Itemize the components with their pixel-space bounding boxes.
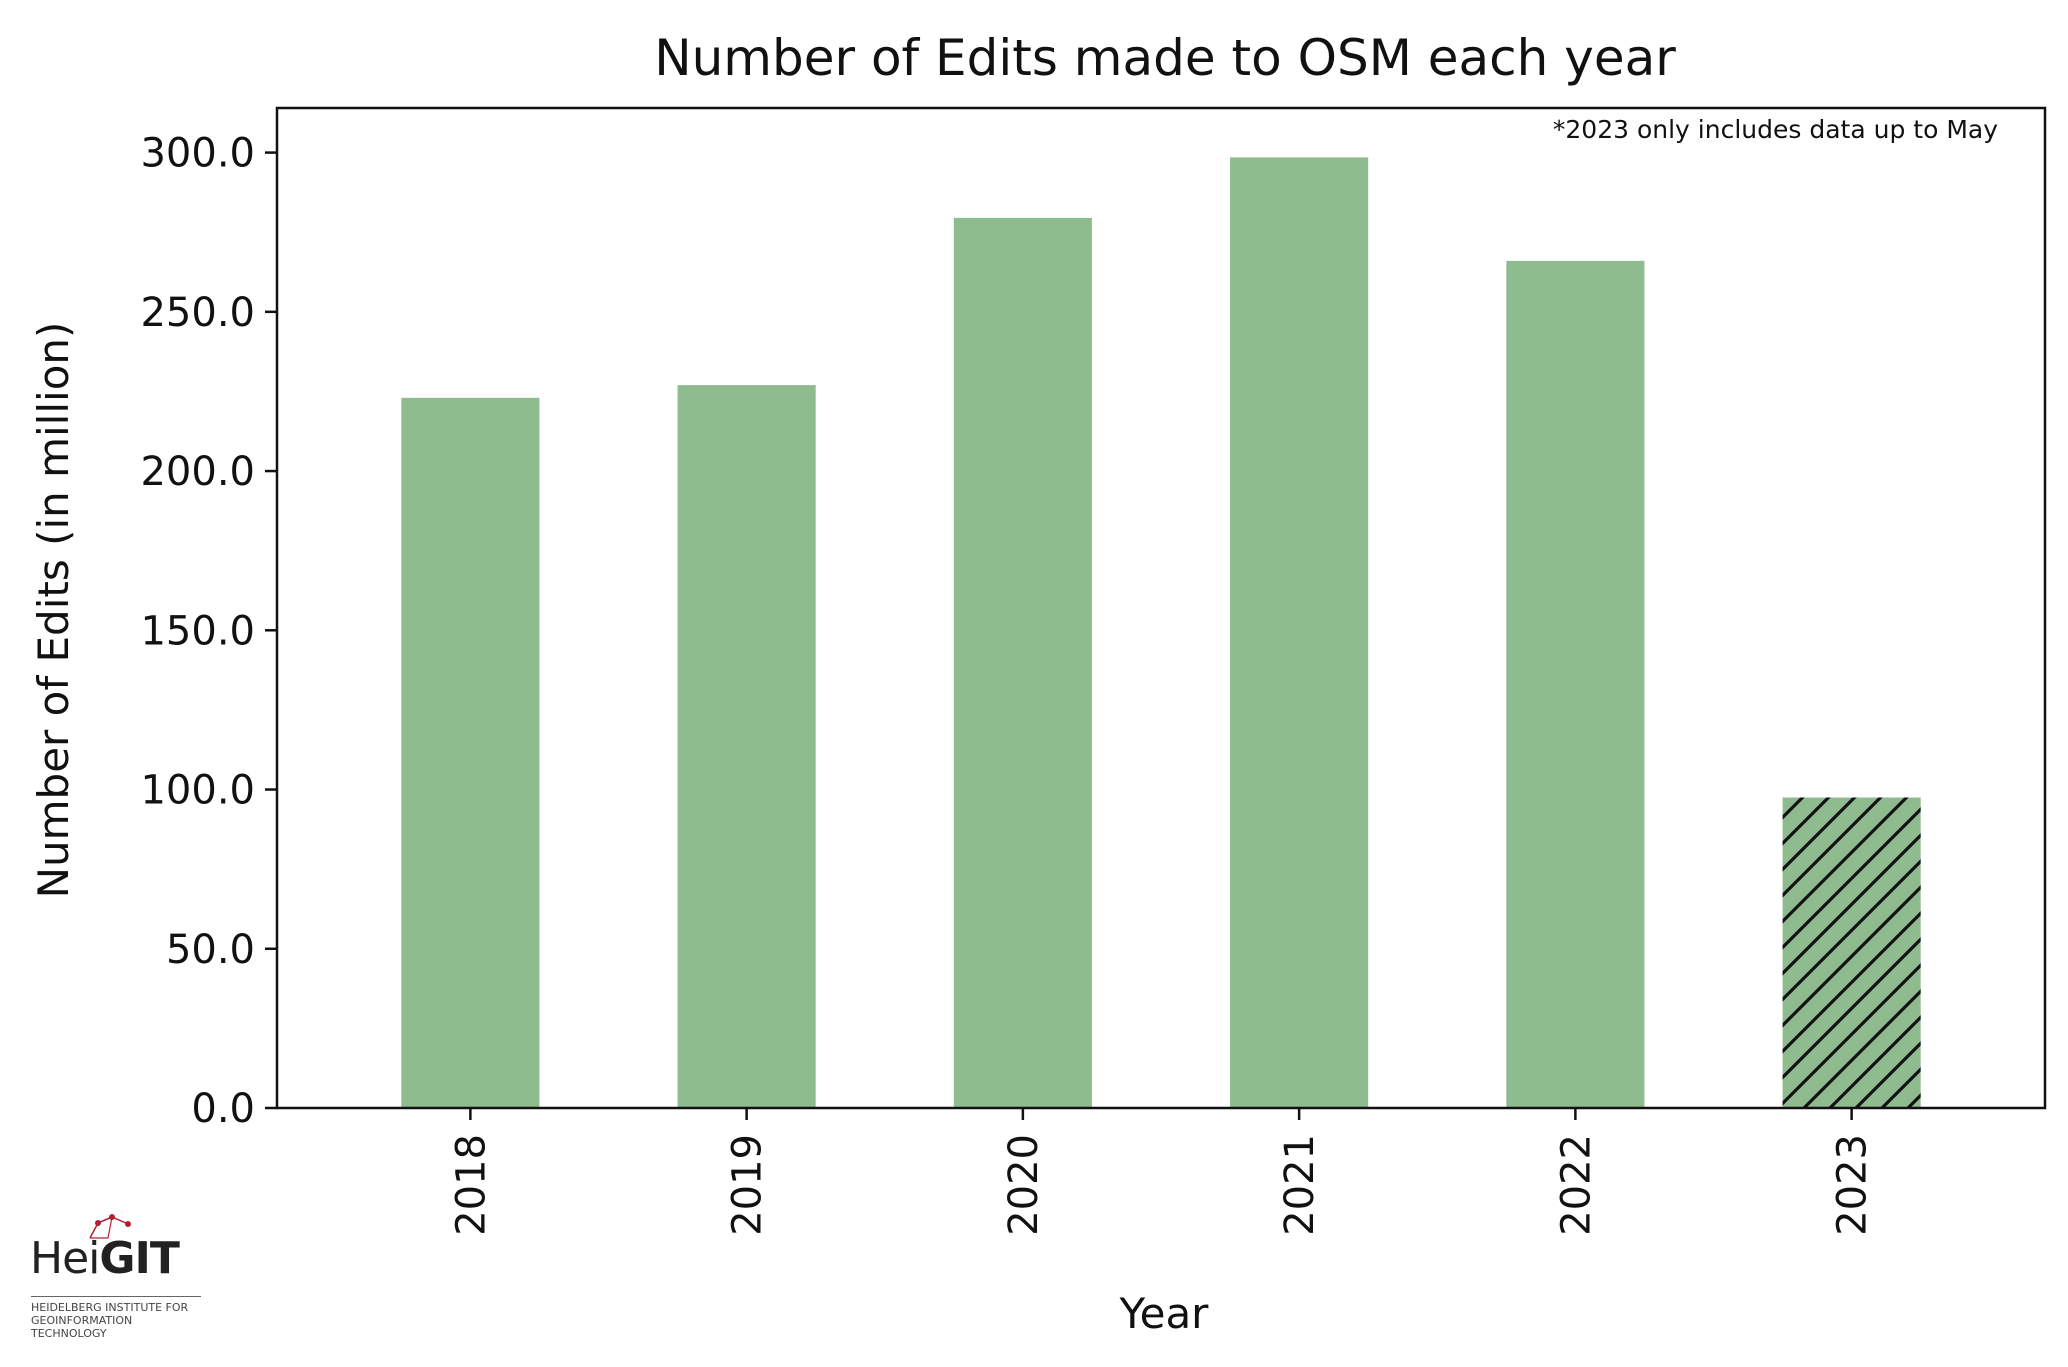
bar-2021 [1230,157,1369,1109]
chart-annotation: *2023 only includes data up to May [1553,115,1998,144]
y-axis-label: Number of Edits (in million) [29,322,78,899]
plot-frame [275,106,2047,1110]
heigit-logo: HeiGIT HEIDELBERG INSTITUTE FOR GEOINFOR… [26,1208,201,1358]
network-icon [89,1214,131,1239]
x-tick-label: 2020 [1001,1134,1047,1236]
x-tick-label: 2018 [448,1134,494,1236]
bar-2018 [401,397,540,1108]
x-tick-label: 2023 [1830,1134,1876,1236]
bar-2019 [677,385,816,1108]
y-tick-label: 100.0 [140,768,255,814]
logo-subtitle: HEIDELBERG INSTITUTE FOR GEOINFORMATION … [31,1296,201,1340]
y-tick-label: 0.0 [191,1086,255,1132]
bar-2022 [1506,260,1645,1109]
y-tick-label: 250.0 [140,290,255,336]
x-tick-label: 2021 [1277,1134,1323,1236]
bar-2023 [1782,797,1921,1108]
logo-word-bold: GIT [99,1233,179,1284]
y-tick-label: 50.0 [166,927,255,973]
y-tick-label: 200.0 [140,449,255,495]
logo-word-light: Hei [30,1233,100,1284]
y-tick-label: 150.0 [140,608,255,654]
logo-wordmark: HeiGIT [30,1233,180,1284]
x-tick-label: 2019 [725,1134,771,1236]
bar-2020 [953,217,1092,1108]
x-axis-label: Year [1119,1289,1210,1338]
chart-title: Number of Edits made to OSM each year [654,29,1676,87]
y-tick-label: 300.0 [140,131,255,177]
x-tick-label: 2022 [1553,1134,1599,1236]
